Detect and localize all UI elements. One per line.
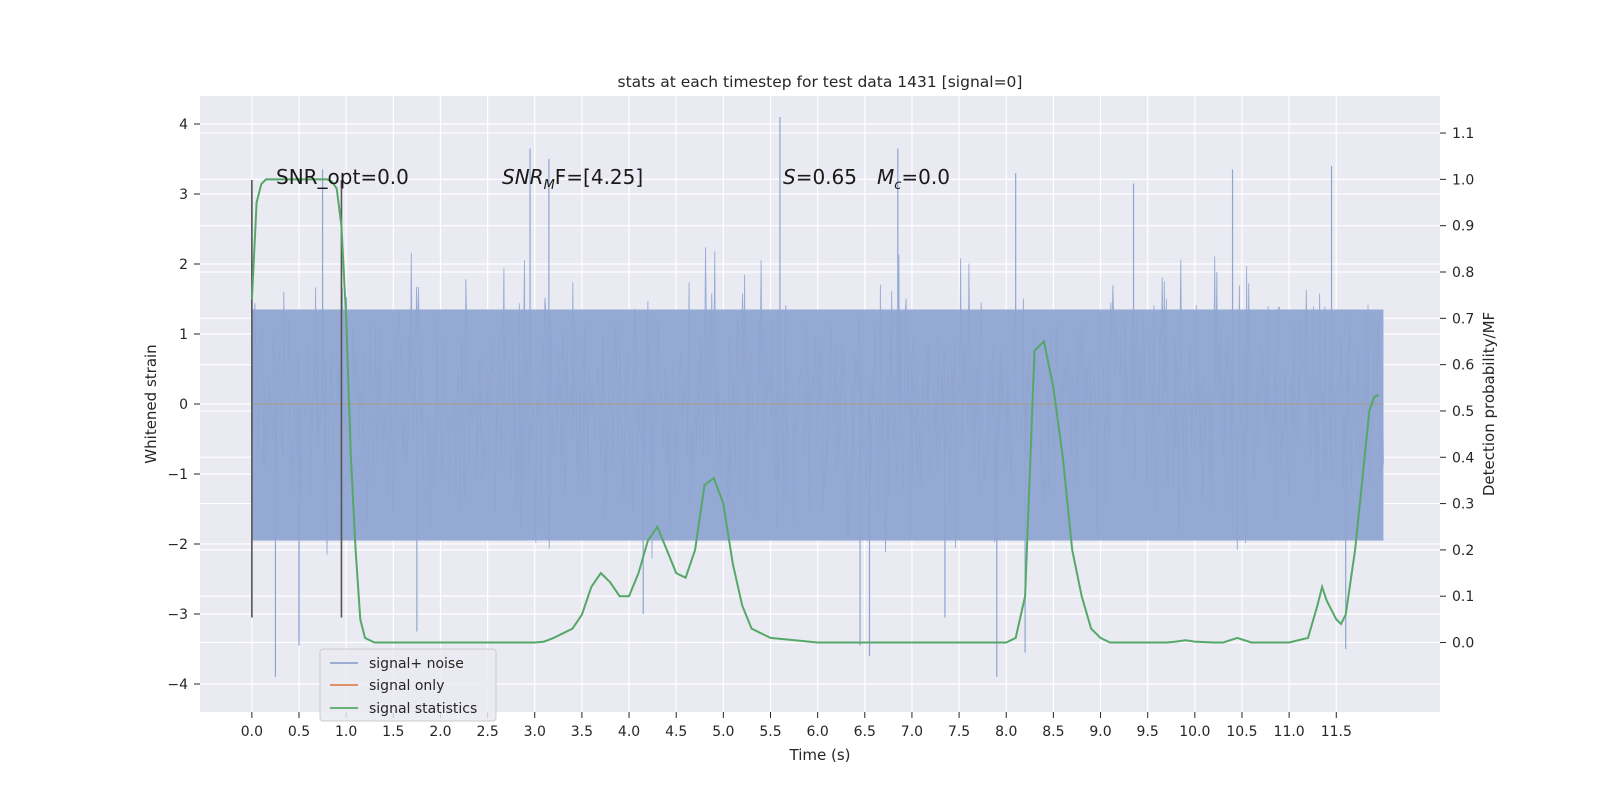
y-tick-label: 3 <box>179 187 188 203</box>
y2-tick-label: 0.5 <box>1452 404 1474 420</box>
x-tick-label: 3.5 <box>571 724 593 740</box>
x-tick-label: 0.5 <box>288 724 310 740</box>
x-tick-label: 5.5 <box>759 724 781 740</box>
s-rest: =0.65 <box>796 165 857 189</box>
legend: signal+ noise signal only signal statist… <box>319 648 497 722</box>
y2-tick-label: 0.2 <box>1452 543 1474 559</box>
x-tick-label: 6.0 <box>807 724 829 740</box>
y2-tick-label: 1.0 <box>1452 172 1474 188</box>
x-tick-label: 4.5 <box>665 724 687 740</box>
x-tick-label: 10.0 <box>1179 724 1210 740</box>
chart-title: stats at each timestep for test data 143… <box>618 73 1023 91</box>
y2-tick-label: 1.1 <box>1452 126 1474 142</box>
snr-mf-rest: F=[4.25] <box>555 165 643 189</box>
x-tick-label: 4.0 <box>618 724 640 740</box>
y-tick-label: 1 <box>179 327 188 343</box>
y2-tick-label: 0.0 <box>1452 636 1474 652</box>
x-tick-label: 1.0 <box>335 724 357 740</box>
x-tick-label: 9.5 <box>1137 724 1159 740</box>
annotation-snr-opt: SNR_opt=0.0 <box>276 165 409 189</box>
y-axis-label: Whitened strain <box>142 344 160 463</box>
x-tick-label: 8.5 <box>1042 724 1064 740</box>
mc-rest: =0.0 <box>901 165 950 189</box>
x-tick-label: 1.5 <box>382 724 404 740</box>
mc-main: M <box>877 165 894 189</box>
y2-tick-label: 0.7 <box>1452 311 1474 327</box>
y-tick-label: −1 <box>167 467 188 483</box>
x-tick-label: 11.0 <box>1274 724 1305 740</box>
y-tick-label: 4 <box>179 117 188 133</box>
x-tick-label: 8.0 <box>995 724 1017 740</box>
annotation-snr-mf: SNRMF=[4.25] <box>502 165 643 193</box>
snr-mf-subscript: M <box>544 178 555 193</box>
y2-tick-label: 0.4 <box>1452 450 1474 466</box>
x-tick-label: 7.0 <box>901 724 923 740</box>
window-markers <box>251 180 343 618</box>
y2-tick-label: 0.8 <box>1452 265 1474 281</box>
legend-box <box>319 648 497 722</box>
noise-dense-band <box>251 309 1384 541</box>
x-tick-label: 0.0 <box>241 724 263 740</box>
x-tick-label: 5.0 <box>712 724 734 740</box>
y2-tick-label: 0.1 <box>1452 589 1474 605</box>
x-axis-label: Time (s) <box>789 746 851 764</box>
s-main: S <box>783 165 796 189</box>
tick-marks <box>194 123 1446 718</box>
x-tick-label: 10.5 <box>1226 724 1257 740</box>
y-tick-label: 0 <box>179 397 188 413</box>
x-tick-label: 3.0 <box>524 724 546 740</box>
legend-label-signal-only: signal only <box>369 678 444 694</box>
legend-label-signal-noise: signal+ noise <box>369 656 464 672</box>
x-tick-label: 6.5 <box>854 724 876 740</box>
y-tick-label: −3 <box>167 607 188 623</box>
x-tick-label: 2.0 <box>429 724 451 740</box>
y-tick-label: 2 <box>179 257 188 273</box>
annotation-mc: Mc=0.0 <box>877 165 950 193</box>
x-tick-label: 9.0 <box>1089 724 1111 740</box>
x-tick-label: 11.5 <box>1321 724 1352 740</box>
series-signal-statistics <box>250 178 1380 644</box>
legend-label-signal-statistics: signal statistics <box>369 701 477 717</box>
x-tick-label: 7.5 <box>948 724 970 740</box>
snr-mf-main: SNR <box>502 165 544 189</box>
annotation-s: S=0.65 <box>783 165 857 189</box>
y2-tick-label: 0.3 <box>1452 497 1474 513</box>
y2-tick-label: 0.6 <box>1452 358 1474 374</box>
series-signal-plus-noise <box>251 117 1384 677</box>
y2-axis-label: Detection probability/MF <box>1480 312 1498 496</box>
mc-subscript: c <box>894 178 901 193</box>
y2-tick-label: 0.9 <box>1452 219 1474 235</box>
y-tick-label: −4 <box>167 677 188 693</box>
y-tick-label: −2 <box>167 537 188 553</box>
x-tick-label: 2.5 <box>476 724 498 740</box>
